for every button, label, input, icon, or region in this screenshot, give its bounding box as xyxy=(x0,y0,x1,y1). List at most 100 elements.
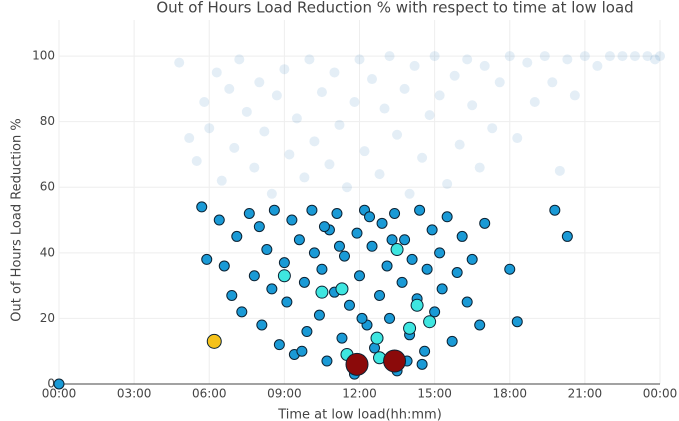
scatter-point xyxy=(467,100,478,111)
scatter-point xyxy=(253,221,265,233)
scatter-point xyxy=(655,51,665,62)
scatter-point xyxy=(286,214,298,226)
scatter-point xyxy=(218,260,230,272)
y-tick-label: 0 xyxy=(47,377,55,391)
scatter-point xyxy=(554,165,565,176)
scatter-point xyxy=(529,96,540,107)
scatter-point xyxy=(243,207,255,219)
scatter-point xyxy=(461,296,473,308)
scatter-point xyxy=(196,201,208,213)
scatter-point xyxy=(316,263,328,275)
scatter-point xyxy=(451,267,463,279)
scatter-point xyxy=(351,227,363,239)
scatter-point xyxy=(419,345,431,357)
x-tick-label: 15:00 xyxy=(417,387,452,401)
scatter-point xyxy=(316,87,327,98)
y-tick-label: 100 xyxy=(32,49,55,63)
scatter-point xyxy=(259,126,270,137)
scatter-point xyxy=(53,378,65,390)
scatter-point xyxy=(256,319,268,331)
scatter-point xyxy=(384,312,396,324)
scatter-point xyxy=(291,113,302,124)
scatter-point xyxy=(277,269,291,283)
scatter-point xyxy=(367,74,378,85)
scatter-point xyxy=(376,217,388,229)
scatter-point xyxy=(456,230,468,242)
scatter-point xyxy=(266,283,278,295)
scatter-point xyxy=(336,332,348,344)
scatter-point xyxy=(231,230,243,242)
scatter-point xyxy=(279,64,290,75)
scatter-point xyxy=(370,331,384,345)
scatter-point xyxy=(390,243,404,257)
scatter-point xyxy=(301,326,313,338)
scatter-point xyxy=(441,211,453,223)
scatter-point xyxy=(592,60,603,71)
scatter-point xyxy=(547,77,558,88)
scatter-point xyxy=(309,136,320,147)
scatter-point xyxy=(299,172,310,183)
scatter-point xyxy=(429,51,440,62)
scatter-point xyxy=(381,260,393,272)
scatter-point xyxy=(224,83,235,94)
x-tick-label: 21:00 xyxy=(568,387,603,401)
scatter-point xyxy=(359,146,370,157)
y-tick-label: 20 xyxy=(40,311,55,325)
scatter-point xyxy=(429,306,441,318)
scatter-point xyxy=(236,306,248,318)
scatter-point xyxy=(324,159,335,170)
scatter-point xyxy=(334,119,345,130)
scatter-point xyxy=(511,316,523,328)
x-tick-label: 18:00 xyxy=(492,387,527,401)
scatter-point xyxy=(406,253,418,265)
scatter-point xyxy=(266,188,277,199)
y-tick-label: 40 xyxy=(40,245,55,259)
scatter-point xyxy=(512,133,523,144)
scatter-point xyxy=(271,90,282,101)
scatter-point xyxy=(494,77,505,88)
scatter-point xyxy=(642,51,653,62)
scatter-point xyxy=(254,77,265,88)
scatter-point xyxy=(410,298,424,312)
x-axis-label: Time at low load(hh:mm) xyxy=(277,408,442,421)
scatter-point xyxy=(333,240,345,252)
scatter-point xyxy=(321,355,333,367)
scatter-point xyxy=(206,333,222,349)
scatter-point xyxy=(379,103,390,114)
scatter-point xyxy=(349,96,360,107)
scatter-point xyxy=(462,54,473,65)
scatter-point xyxy=(278,257,290,269)
scatter-point xyxy=(629,51,640,62)
scatter-point xyxy=(296,345,308,357)
scatter-point xyxy=(649,54,660,65)
scatter-point xyxy=(487,123,498,134)
scatter-point xyxy=(268,204,280,216)
x-tick-label: 12:00 xyxy=(342,387,377,401)
scatter-point xyxy=(522,57,533,68)
scatter-point xyxy=(474,319,486,331)
scatter-point xyxy=(399,234,411,246)
scatter-point xyxy=(216,175,227,186)
scatter-point xyxy=(229,142,240,153)
scatter-point xyxy=(539,51,550,62)
x-tick-label: 09:00 xyxy=(267,387,302,401)
scatter-point xyxy=(298,276,310,288)
scatter-point xyxy=(396,276,408,288)
scatter-point xyxy=(404,188,415,199)
scatter-point xyxy=(204,123,215,134)
scatter-point xyxy=(434,90,445,101)
scatter-point xyxy=(211,67,222,78)
scatter-point xyxy=(308,247,320,259)
scatter-point xyxy=(234,54,245,65)
scatter-point xyxy=(389,207,401,219)
scatter-point xyxy=(617,51,628,62)
scatter-point xyxy=(399,83,410,94)
scatter-point xyxy=(374,169,385,180)
scatter-point xyxy=(466,253,478,265)
scatter-point xyxy=(306,204,318,216)
scatter-point xyxy=(384,51,395,62)
x-tick-label: 00:00 xyxy=(643,387,678,401)
scatter-point xyxy=(449,70,460,81)
